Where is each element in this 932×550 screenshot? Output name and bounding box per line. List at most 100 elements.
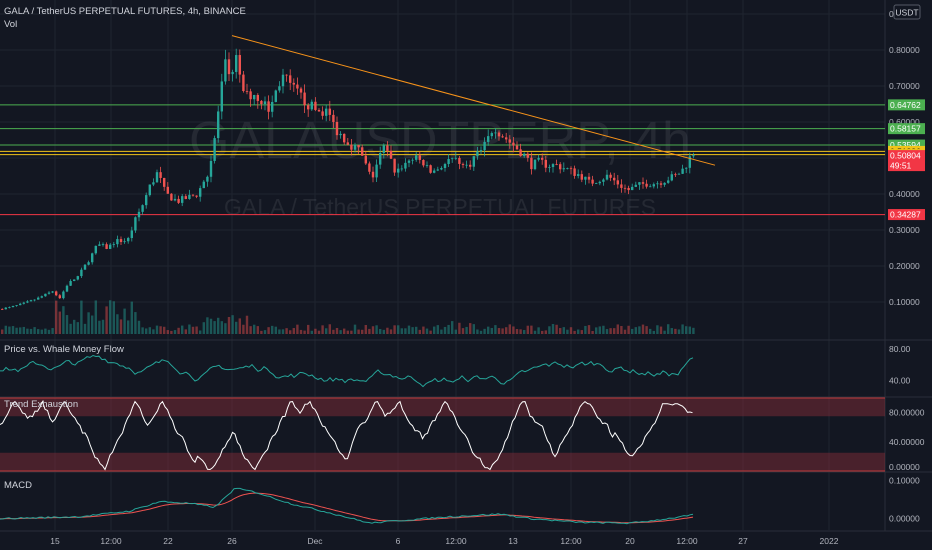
candle — [436, 166, 439, 172]
volume-bar — [134, 312, 137, 334]
candle — [299, 86, 303, 99]
candle — [641, 177, 645, 189]
candle — [220, 73, 223, 120]
candle — [159, 166, 162, 184]
volume-bar — [209, 318, 213, 334]
candle — [631, 183, 634, 191]
watermark-name: GALA / TetherUS PERPETUAL FUTURES — [224, 194, 656, 220]
volume-bar — [623, 329, 627, 334]
trend-exhaustion-title[interactable]: Trend Exhaustion — [4, 399, 78, 410]
candle — [202, 179, 205, 189]
candle — [562, 162, 565, 172]
candle — [328, 100, 331, 121]
volume-bar — [361, 329, 364, 334]
candle — [674, 172, 677, 177]
candle — [73, 279, 76, 282]
volume-bar — [4, 325, 7, 334]
time-tick-label: Dec — [307, 536, 323, 546]
volume-bar — [159, 326, 162, 334]
price-level-badge[interactable]: 0.53594 — [888, 139, 925, 151]
volume-bar — [573, 330, 576, 334]
volume-bar — [47, 329, 51, 334]
currency-badge[interactable]: USDT — [893, 4, 921, 20]
volume-bar — [51, 328, 54, 334]
volume-bar — [130, 301, 133, 334]
volume-label[interactable]: Vol — [4, 19, 17, 30]
volume-bar — [389, 329, 393, 334]
price-level-badge[interactable]: 0.58157 — [888, 123, 925, 135]
candlesticks — [1, 48, 695, 310]
volume-bar — [119, 319, 123, 334]
volume-bar — [321, 325, 324, 334]
candle — [659, 180, 663, 188]
candle — [130, 226, 133, 242]
volume-bar — [508, 324, 511, 334]
candle — [91, 252, 94, 265]
volume-bar — [494, 325, 497, 334]
candle — [418, 151, 421, 164]
volume-bar — [530, 325, 533, 334]
price-level-value: 0.34287 — [890, 210, 921, 220]
candle — [371, 166, 375, 183]
volume-bar — [587, 325, 591, 334]
volume-bar — [440, 329, 443, 334]
candle — [166, 182, 169, 194]
volume-bar — [105, 306, 108, 334]
volume-bar — [217, 317, 220, 334]
candle — [235, 48, 238, 79]
candle — [667, 176, 670, 184]
candle — [461, 162, 465, 169]
trend-exhaustion-pane — [0, 397, 885, 472]
volume-bar — [184, 329, 187, 334]
candle — [368, 161, 371, 175]
candle — [109, 243, 112, 250]
price-level-badge[interactable]: 0.64762 — [888, 99, 925, 111]
volume-bar — [170, 330, 173, 334]
candle — [206, 175, 209, 187]
macd-line — [0, 487, 694, 525]
volume-bar — [145, 328, 148, 334]
candle — [80, 267, 83, 279]
volume-bar — [278, 329, 281, 334]
volume-bar — [375, 325, 378, 334]
candle — [292, 78, 295, 92]
candle — [87, 260, 90, 266]
price-level-badge[interactable]: 0.34287 — [888, 209, 925, 221]
volume-bar — [292, 328, 295, 334]
candle — [375, 159, 378, 183]
candle — [141, 204, 144, 215]
candle — [361, 144, 364, 156]
candle — [271, 95, 274, 118]
candle — [605, 169, 609, 181]
volume-bar — [343, 328, 346, 334]
candle — [116, 235, 119, 248]
candle — [317, 108, 321, 112]
volume-bar — [29, 328, 33, 334]
candle — [29, 299, 33, 302]
candle — [515, 141, 519, 150]
volume-bar — [271, 325, 274, 334]
candle — [400, 165, 403, 172]
candle — [490, 131, 493, 140]
descending-trendline[interactable] — [231, 35, 716, 166]
volume-bar — [148, 327, 151, 334]
volume-bar — [487, 326, 490, 334]
volume-bar — [638, 326, 641, 334]
candle — [533, 159, 537, 171]
candle — [281, 68, 285, 94]
last-price-value: 0.50804 — [890, 151, 921, 161]
candle — [595, 182, 598, 185]
volume-bar — [220, 321, 223, 334]
candle — [253, 94, 256, 106]
candle — [602, 178, 605, 186]
whale-flow-title[interactable]: Price vs. Whale Money Flow — [4, 344, 124, 355]
volume-bar — [404, 328, 407, 334]
volume-bar — [641, 324, 645, 334]
symbol-title[interactable]: GALA / TetherUS PERPETUAL FUTURES, 4h, B… — [4, 6, 246, 17]
candle — [584, 176, 587, 185]
macd-title[interactable]: MACD — [4, 480, 32, 491]
volume-bar — [559, 328, 562, 334]
volume-bar — [515, 328, 519, 334]
